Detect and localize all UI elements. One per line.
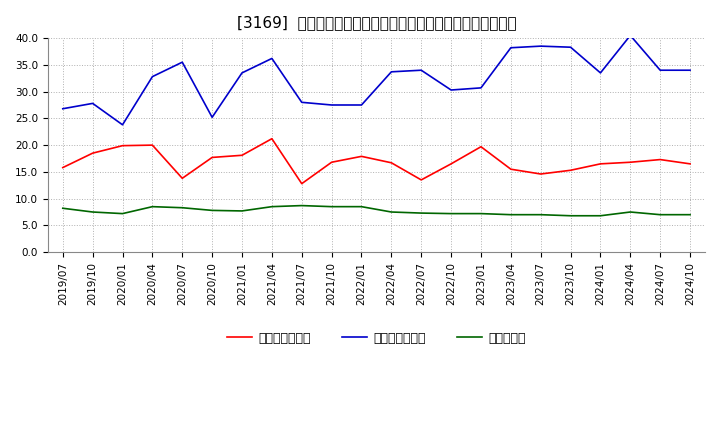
買入債務回転率: [596, 70, 605, 76]
在庫回転率: [685, 212, 694, 217]
買入債務回転率: [566, 44, 575, 50]
在庫回転率: [357, 204, 366, 209]
在庫回転率: [536, 212, 545, 217]
在庫回転率: [328, 204, 336, 209]
Line: 在庫回転率: 在庫回転率: [63, 205, 690, 216]
買入債務回転率: [89, 101, 97, 106]
売上債権回転率: [536, 171, 545, 176]
買入債務回転率: [626, 33, 634, 38]
売上債権回転率: [685, 161, 694, 166]
売上債権回転率: [238, 153, 246, 158]
在庫回転率: [148, 204, 157, 209]
在庫回転率: [417, 210, 426, 216]
在庫回転率: [118, 211, 127, 216]
買入債務回転率: [238, 70, 246, 76]
売上債権回転率: [58, 165, 67, 170]
買入債務回転率: [447, 88, 456, 93]
買入債務回転率: [477, 85, 485, 91]
Title: [3169]  売上債権回転率、買入債務回転率、在庫回転率の推移: [3169] 売上債権回転率、買入債務回転率、在庫回転率の推移: [237, 15, 516, 30]
売上債権回転率: [297, 181, 306, 186]
買入債務回転率: [387, 69, 396, 74]
売上債権回転率: [626, 160, 634, 165]
売上債権回転率: [178, 176, 186, 181]
在庫回転率: [507, 212, 516, 217]
売上債権回転率: [268, 136, 276, 141]
在庫回転率: [178, 205, 186, 210]
在庫回転率: [238, 208, 246, 213]
買入債務回転率: [357, 103, 366, 108]
売上債権回転率: [357, 154, 366, 159]
Line: 買入債務回転率: 買入債務回転率: [63, 36, 690, 125]
在庫回転率: [656, 212, 665, 217]
在庫回転率: [626, 209, 634, 215]
売上債権回転率: [507, 167, 516, 172]
売上債権回転率: [596, 161, 605, 166]
在庫回転率: [297, 203, 306, 208]
買入債務回転率: [178, 59, 186, 65]
売上債権回転率: [387, 160, 396, 165]
売上債権回転率: [208, 155, 217, 160]
在庫回転率: [387, 209, 396, 215]
買入債務回転率: [685, 68, 694, 73]
売上債権回転率: [566, 168, 575, 173]
買入債務回転率: [328, 103, 336, 108]
買入債務回転率: [417, 68, 426, 73]
在庫回転率: [447, 211, 456, 216]
売上債権回転率: [89, 150, 97, 156]
在庫回転率: [268, 204, 276, 209]
在庫回転率: [596, 213, 605, 218]
売上債権回転率: [328, 160, 336, 165]
Line: 売上債権回転率: 売上債権回転率: [63, 139, 690, 183]
在庫回転率: [58, 205, 67, 211]
売上債権回転率: [417, 177, 426, 183]
買入債務回転率: [208, 115, 217, 120]
在庫回転率: [477, 211, 485, 216]
在庫回転率: [566, 213, 575, 218]
買入債務回転率: [118, 122, 127, 128]
売上債権回転率: [447, 161, 456, 166]
買入債務回転率: [536, 44, 545, 49]
買入債務回転率: [507, 45, 516, 51]
買入債務回転率: [58, 106, 67, 111]
在庫回転率: [89, 209, 97, 215]
売上債権回転率: [148, 143, 157, 148]
買入債務回転率: [656, 68, 665, 73]
買入債務回転率: [148, 74, 157, 79]
買入債務回転率: [297, 100, 306, 105]
売上債権回転率: [477, 144, 485, 149]
Legend: 売上債権回転率, 買入債務回転率, 在庫回転率: 売上債権回転率, 買入債務回転率, 在庫回転率: [222, 327, 531, 350]
在庫回転率: [208, 208, 217, 213]
売上債権回転率: [656, 157, 665, 162]
売上債権回転率: [118, 143, 127, 148]
買入債務回転率: [268, 56, 276, 61]
